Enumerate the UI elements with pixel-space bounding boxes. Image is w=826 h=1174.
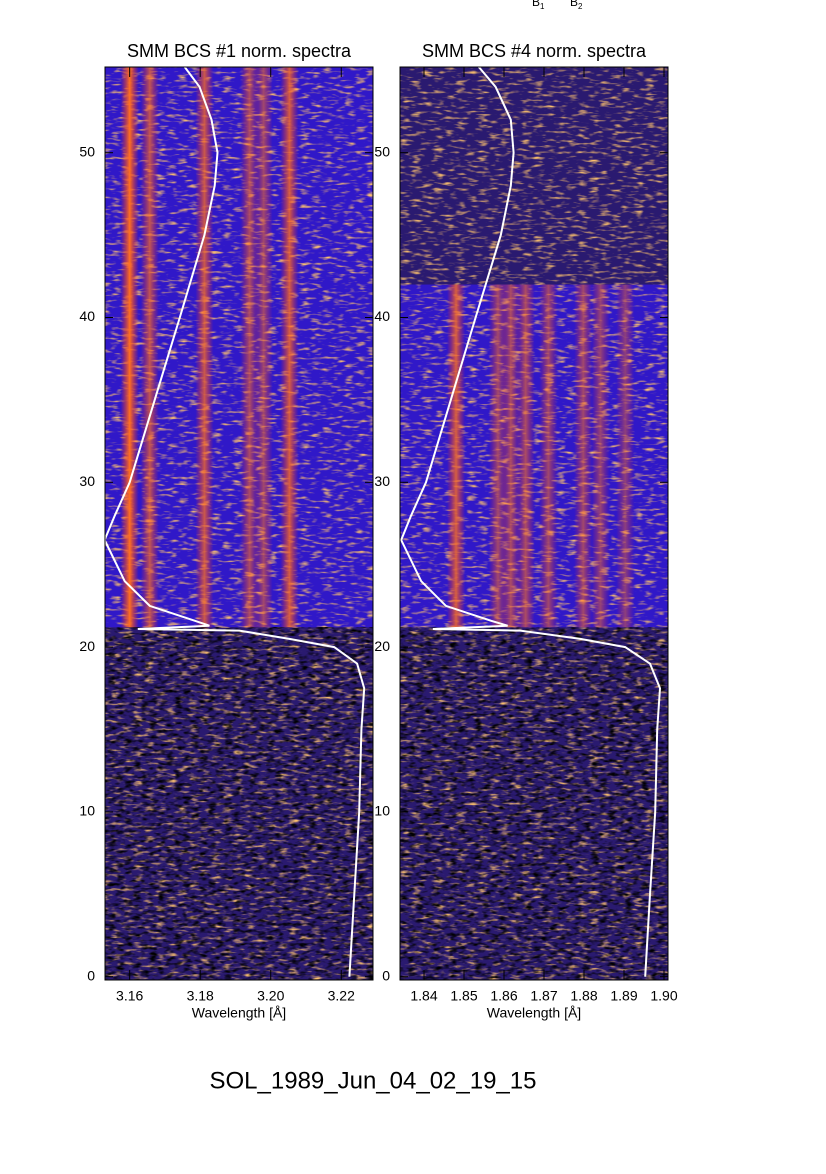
spectral-line [447, 284, 465, 628]
light-curve [400, 67, 662, 977]
x-tick-label: 1.89 [610, 988, 637, 1004]
spectral-line [280, 67, 299, 628]
y-tick-label: 0 [382, 967, 390, 983]
spectral-line [501, 284, 520, 628]
spectral-line [140, 67, 159, 628]
y-tick-label: 50 [374, 143, 390, 159]
chart-title: SMM BCS #4 norm. spectra [422, 41, 647, 61]
spectral-line [574, 284, 593, 628]
spectral-line [591, 284, 610, 628]
annotation-text: B [532, 0, 540, 9]
y-tick-label: 30 [374, 473, 390, 489]
annotation: B1 [532, 0, 545, 11]
spectrogram-image [105, 67, 373, 980]
x-tick-label: 1.85 [450, 988, 477, 1004]
annotation-subscript: 2 [578, 2, 583, 11]
spectrogram-image [400, 67, 668, 980]
annotation: B2 [570, 0, 583, 11]
spectral-line [516, 284, 535, 628]
x-tick-label: 1.87 [530, 988, 557, 1004]
panel: 0 10 20 30 40 50 3.16 3.18 3.20 3.22 SMM BCS #1 no… [79, 41, 374, 1021]
spectral-line [539, 284, 558, 628]
y-tick-label: 20 [79, 638, 95, 654]
y-tick-label: 0 [87, 967, 95, 983]
spectral-line [120, 67, 139, 628]
plot-frame [104, 66, 374, 981]
x-tick-label: 1.90 [650, 988, 677, 1004]
x-tick-label: 3.22 [328, 988, 355, 1004]
annotation-text: B [570, 0, 578, 9]
figure-title: SOL_1989_Jun_04_02_19_15 [210, 1067, 537, 1094]
spectral-line [195, 67, 214, 628]
y-tick-label: 40 [374, 308, 390, 324]
y-tick-label: 10 [79, 803, 95, 819]
x-tick-label: 1.84 [410, 988, 437, 1004]
spectral-line [616, 284, 635, 628]
x-tick-label: 3.16 [116, 988, 143, 1004]
chart-title: SMM BCS #1 norm. spectra [127, 41, 352, 61]
spectral-line [240, 67, 259, 628]
x-tick-label: 1.86 [490, 988, 517, 1004]
x-tick-label: 3.20 [257, 988, 284, 1004]
x-axis-label: Wavelength [Å] [192, 1005, 286, 1021]
noise-dark [105, 627, 373, 980]
x-tick-label: 1.88 [570, 988, 597, 1004]
x-axis-label: Wavelength [Å] [487, 1005, 581, 1021]
noise-dark [400, 627, 668, 980]
panel: 0 10 20 30 40 50 1.84 1.85 1.86 1.87 1.88 1.89 1.90 S… [374, 41, 677, 1021]
y-tick-label: 20 [374, 638, 390, 654]
y-tick-label: 40 [79, 308, 95, 324]
annotation-subscript: 1 [540, 2, 545, 11]
light-curve [105, 67, 366, 977]
y-tick-label: 50 [79, 143, 95, 159]
plot-frame [399, 66, 669, 981]
y-tick-label: 10 [374, 803, 390, 819]
y-tick-label: 30 [79, 473, 95, 489]
x-tick-label: 3.18 [187, 988, 214, 1004]
spectral-line [254, 67, 273, 628]
